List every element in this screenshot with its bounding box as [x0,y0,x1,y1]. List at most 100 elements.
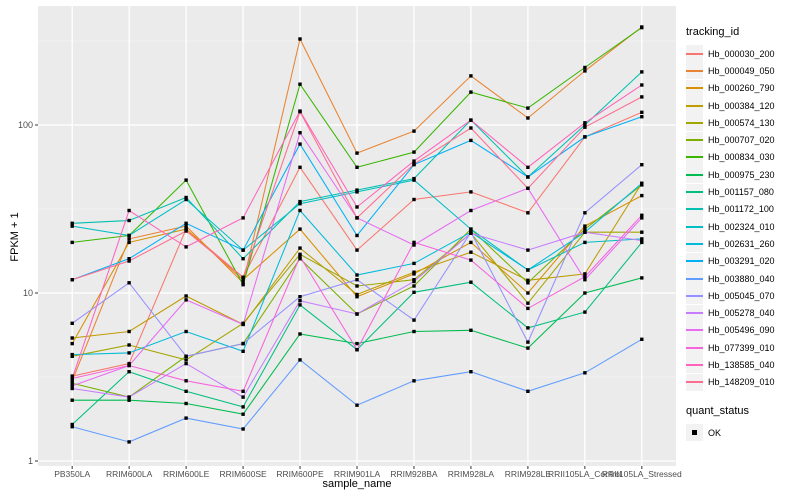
data-point [469,258,473,262]
legend-key-line [686,183,703,201]
y-tick-label: 1 [27,456,33,466]
legend-item-label: Hb_000260_790 [708,83,775,94]
data-point [640,193,644,198]
data-point [298,358,302,362]
data-point [70,278,74,282]
data-point [298,303,302,307]
data-point [355,312,359,316]
legend-item-label: Hb_000707_020 [708,135,775,146]
data-point [526,175,530,179]
data-point [412,278,416,282]
legend-line-swatch [686,173,703,176]
legend-key-line [686,321,703,339]
data-point [70,321,74,325]
legend-item-label: Hb_005278_040 [708,308,775,319]
data-point [298,254,302,259]
data-point [526,268,530,272]
data-point [127,343,131,347]
data-point [640,163,644,167]
x-tick-label: RRIM928BA [390,469,438,479]
data-point [184,224,188,228]
legend-item: Hb_077399_010 [686,339,798,357]
data-point [640,213,644,217]
data-point [127,208,131,213]
data-point [640,83,644,87]
data-point [412,270,416,274]
data-point [241,349,245,353]
data-point [298,202,302,206]
data-point [184,221,188,225]
data-point [583,224,587,228]
data-point [583,123,587,127]
legend-item: Hb_000707_020 [686,131,798,149]
legend-line-swatch [686,69,703,72]
data-point [70,425,74,429]
data-point [526,346,530,350]
data-point [412,379,416,383]
data-point [70,376,74,381]
x-tick-label: RRII105LA_Stressed [601,469,682,479]
data-point [412,290,416,294]
legend-item-label: Hb_001157_080 [708,187,774,198]
legend-item-label: Hb_000384_120 [708,100,775,111]
data-point [70,336,74,340]
data-point [640,70,644,74]
data-point [127,329,131,334]
data-point [412,162,416,166]
data-point [355,165,359,169]
legend-title-quant-status: quant_status [686,404,749,417]
data-point [412,279,416,284]
data-point [127,395,131,399]
data-point [526,186,530,190]
data-point [241,248,245,252]
data-point [526,278,530,282]
data-point [526,340,530,344]
data-point [469,208,473,213]
legend-item-label: Hb_005496_090 [708,325,775,336]
data-point [526,301,530,305]
data-point [355,216,359,220]
legend-item: Hb_002631_260 [686,235,798,253]
data-point [355,233,359,238]
data-point [241,257,245,261]
legend-key-line [686,97,703,115]
data-point [526,211,530,215]
legend-item-label: Hb_003880_040 [708,273,775,284]
data-point [469,90,473,94]
data-point [241,278,245,282]
data-point [640,95,644,99]
x-tick-label: RRIM600SE [219,469,267,479]
data-point [412,129,416,133]
data-point [127,363,131,368]
data-point [640,240,644,245]
data-point [127,233,131,238]
y-tick-label: 10 [22,288,33,298]
data-point [412,178,416,182]
legend-line-swatch [686,104,703,107]
x-axis-title: sample_name [322,478,392,490]
data-point [184,389,188,393]
data-point [298,246,302,250]
legend-item: Hb_003880_040 [686,270,798,287]
data-point [241,395,245,399]
data-point [184,227,188,231]
data-point [412,150,416,154]
legend-item-label: Hb_003291_020 [708,256,775,267]
data-point [70,379,74,383]
legend-line-swatch [686,139,703,142]
data-point [298,208,302,213]
legend-key-line [686,270,703,287]
data-point [469,240,473,245]
data-point [127,361,131,366]
legend-key-line [686,62,703,80]
data-point [412,197,416,202]
data-point [127,440,131,444]
legend-line-swatch [686,156,703,159]
data-point [640,216,644,220]
data-point [469,74,473,78]
data-point [526,116,530,120]
data-point [241,322,245,327]
data-point [184,245,188,249]
data-point [70,398,74,402]
legend-item-label: Hb_002324_010 [708,221,775,232]
